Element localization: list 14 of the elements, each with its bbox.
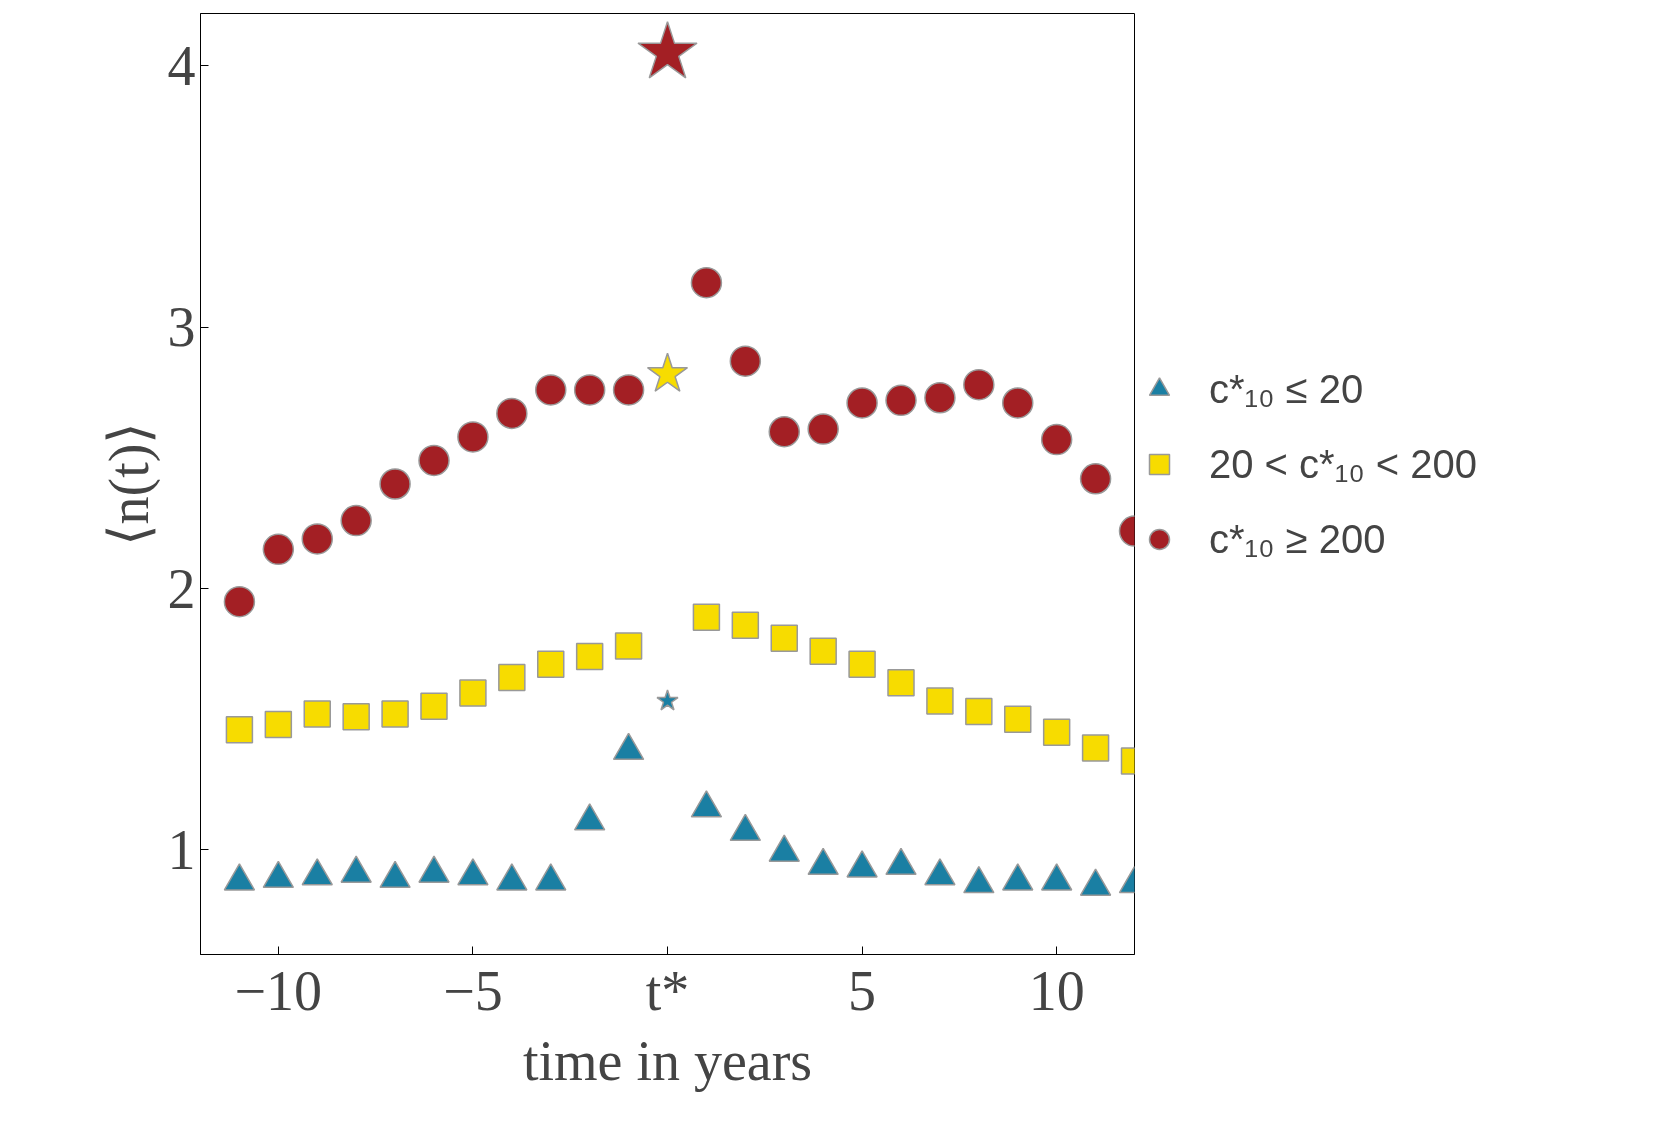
legend-label: 20 < c*₁₀ < 200 — [1209, 441, 1478, 487]
y-tick-label: 2 — [167, 557, 196, 620]
y-axis-title: ⟨n(t)⟩ — [97, 421, 161, 547]
x-tick-label: 10 — [1028, 959, 1085, 1022]
legend-label: c*₁₀ ≥ 200 — [1209, 516, 1386, 562]
x-tick-label: t* — [645, 959, 690, 1022]
x-tick-label: −5 — [443, 959, 503, 1022]
x-axis-title: time in years — [522, 1029, 813, 1092]
y-tick-label: 4 — [167, 34, 196, 97]
x-tick-label: −10 — [234, 959, 323, 1022]
legend-label: c*₁₀ ≤ 20 — [1209, 366, 1364, 412]
y-tick-label: 3 — [167, 296, 196, 359]
x-tick-label: 5 — [848, 959, 877, 1022]
y-tick-label: 1 — [167, 818, 196, 881]
